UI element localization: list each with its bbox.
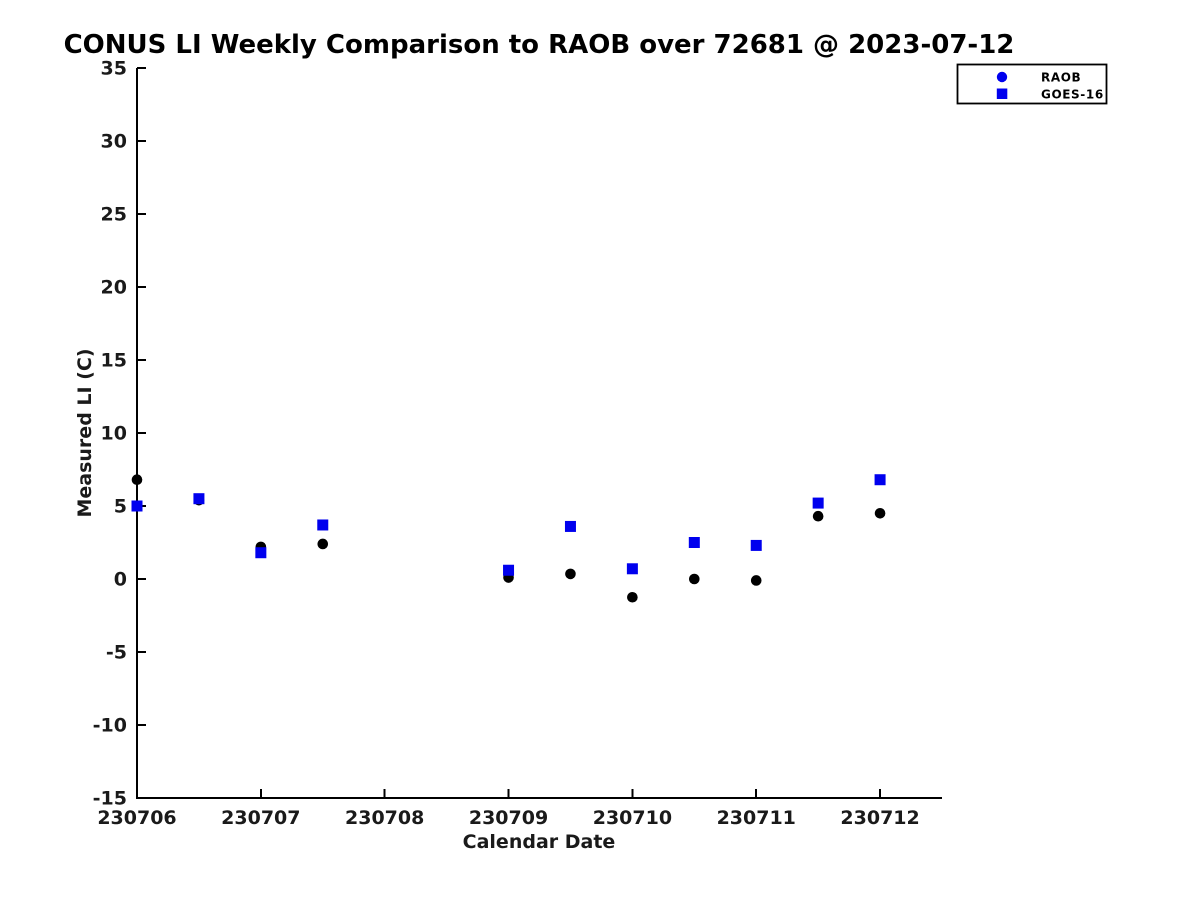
data-point-raob xyxy=(812,510,824,522)
data-point-goes-16 xyxy=(750,539,762,551)
y-axis-label: Measured LI (C) xyxy=(74,348,96,517)
legend-raob-marker-icon xyxy=(996,71,1008,83)
data-point-raob xyxy=(874,508,886,519)
x-tick-label: 230711 xyxy=(717,807,796,829)
legend-goes16-label: GOES-16 xyxy=(1041,88,1104,102)
axis-spines xyxy=(136,68,942,799)
data-point-raob xyxy=(131,474,143,486)
chart-title: CONUS LI Weekly Comparison to RAOB over … xyxy=(64,30,1015,60)
x-tick-label: 230708 xyxy=(345,807,424,829)
y-tick-label: 5 xyxy=(114,496,127,518)
y-tick-label: 15 xyxy=(101,350,127,372)
data-point-raob xyxy=(317,538,329,550)
scatter-points xyxy=(131,474,886,603)
legend: RAOB GOES-16 xyxy=(956,63,1108,105)
y-tick-label: 0 xyxy=(114,569,127,591)
data-point-goes-16 xyxy=(317,519,329,531)
y-tick-label: 20 xyxy=(101,277,127,299)
y-tick-label: -5 xyxy=(106,642,127,664)
data-point-raob xyxy=(565,568,576,580)
y-tick-label: 35 xyxy=(101,58,127,80)
x-tick-label: 230709 xyxy=(469,807,548,829)
legend-raob-label: RAOB xyxy=(1041,71,1081,85)
legend-goes16-marker-icon xyxy=(996,88,1008,99)
data-point-goes-16 xyxy=(131,500,143,512)
y-tick-label: 30 xyxy=(101,131,127,153)
x-tick-label: 230712 xyxy=(840,807,919,829)
x-tick-label: 230707 xyxy=(221,807,300,829)
y-tick-label: 25 xyxy=(101,204,127,226)
y-tick-label: -10 xyxy=(93,715,127,737)
data-point-goes-16 xyxy=(812,497,824,509)
data-point-raob xyxy=(689,573,700,585)
legend-box xyxy=(956,63,1108,105)
data-point-goes-16 xyxy=(503,564,515,576)
x-axis-label: Calendar Date xyxy=(463,831,616,853)
data-point-raob xyxy=(627,591,638,603)
data-point-goes-16 xyxy=(255,547,267,559)
x-tick-label: 230706 xyxy=(97,807,176,829)
y-tick-label: -15 xyxy=(93,788,127,810)
y-tick-label: 10 xyxy=(101,423,127,445)
data-point-goes-16 xyxy=(688,537,700,548)
data-point-goes-16 xyxy=(626,563,638,575)
x-tick-label: 230710 xyxy=(593,807,672,829)
data-point-goes-16 xyxy=(874,474,886,486)
data-point-raob xyxy=(750,575,762,586)
data-point-goes-16 xyxy=(564,520,576,532)
data-point-goes-16 xyxy=(193,493,205,505)
